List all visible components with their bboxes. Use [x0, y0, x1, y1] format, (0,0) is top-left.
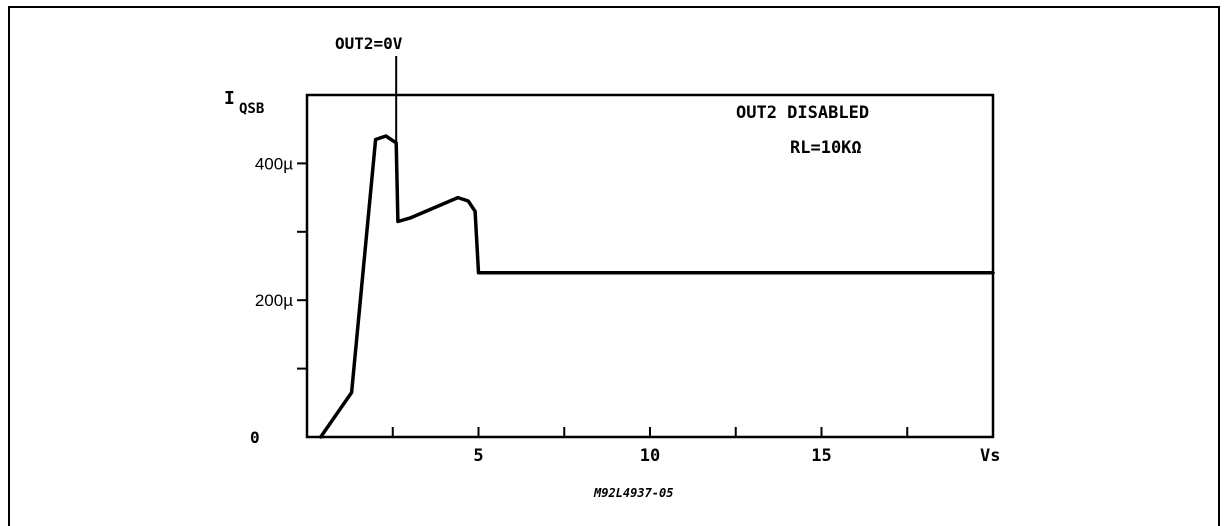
- data-series: [318, 134, 995, 439]
- legend-line-1: OUT2 DISABLED: [736, 103, 869, 123]
- plot-axes: [305, 56, 995, 439]
- y-tick-label: 400µ: [255, 154, 293, 173]
- series-line: [318, 134, 995, 439]
- x-tick-label: 5: [473, 446, 483, 466]
- axis-ticks: 0 200µ 400µ 5 10 15: [250, 154, 909, 466]
- plot-box: [305, 93, 995, 439]
- y-tick-label: 200µ: [255, 291, 293, 310]
- x-axis-unit-label: Vs: [980, 446, 1000, 466]
- x-tick-label: 15: [811, 446, 831, 466]
- figure-frame: [8, 6, 1220, 526]
- y-axis-label-subscript: QSB: [239, 101, 264, 117]
- y-axis-label: I: [224, 88, 235, 109]
- figure-code: M92L4937-05: [593, 486, 673, 500]
- legend-line-2: RL=10KΩ: [790, 138, 862, 158]
- x-tick-label: 10: [640, 446, 660, 466]
- marker-label: OUT2=0V: [335, 34, 403, 53]
- y-tick-label: 0: [250, 428, 260, 447]
